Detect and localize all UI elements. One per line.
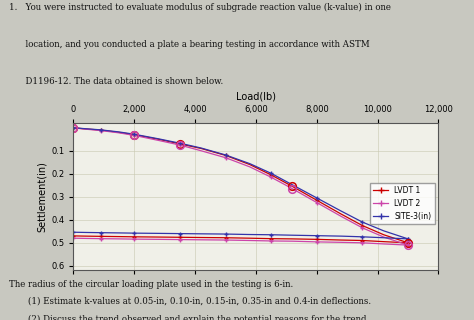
SITE-3(in) [223,153,228,157]
SITE-3(in) [268,172,274,175]
LVDT 2 [83,127,89,131]
SITE-3(in) [290,183,295,187]
Text: location, and you conducted a plate a bearing testing in accordance with ASTM: location, and you conducted a plate a be… [9,40,370,49]
LVDT 1 [268,173,274,177]
SITE-3(in) [131,132,137,136]
Text: The radius of the circular loading plate used in the testing is 6-in.: The radius of the circular loading plate… [9,280,293,289]
SITE-3(in) [338,209,344,213]
LVDT 1 [338,212,344,216]
LVDT 2 [360,226,365,230]
LVDT 1 [71,126,76,130]
Line: LVDT 1: LVDT 1 [71,125,410,245]
SITE-3(in) [405,237,411,241]
Text: (1) Estimate k-values at 0.05-in, 0.10-in, 0.15-in, 0.35-in and 0.4-in deflectio: (1) Estimate k-values at 0.05-in, 0.10-i… [28,297,371,306]
Y-axis label: Settlement(in): Settlement(in) [37,161,47,232]
LVDT 2 [381,235,386,239]
SITE-3(in) [98,128,104,132]
LVDT 1 [156,137,162,141]
Text: D1196-12. The data obtained is shown below.: D1196-12. The data obtained is shown bel… [9,77,224,86]
LVDT 1 [98,128,104,132]
LVDT 2 [156,139,162,142]
SITE-3(in) [314,196,319,200]
X-axis label: Load(lb): Load(lb) [236,92,276,102]
LVDT 1 [83,127,89,131]
LVDT 1 [381,233,386,237]
SITE-3(in) [156,137,162,141]
LVDT 1 [247,163,253,166]
SITE-3(in) [381,229,386,233]
SITE-3(in) [116,130,122,134]
LVDT 1 [360,224,365,228]
LVDT 2 [290,187,295,191]
LVDT 2 [268,175,274,179]
Line: SITE-3(in): SITE-3(in) [71,125,410,241]
LVDT 2 [71,126,76,130]
LVDT 2 [314,201,319,204]
LVDT 2 [131,133,137,137]
LVDT 1 [116,131,122,134]
SITE-3(in) [198,146,204,150]
LVDT 1 [177,142,183,146]
Text: (2) Discuss the trend observed and explain the potential reasons for the trend.: (2) Discuss the trend observed and expla… [28,315,369,320]
SITE-3(in) [247,162,253,165]
LVDT 1 [405,241,411,245]
LVDT 2 [116,131,122,135]
LVDT 2 [198,149,204,153]
LVDT 1 [131,133,137,137]
LVDT 2 [177,143,183,147]
SITE-3(in) [360,220,365,224]
Legend: LVDT 1, LVDT 2, SITE-3(in): LVDT 1, LVDT 2, SITE-3(in) [370,183,435,224]
SITE-3(in) [83,127,89,131]
LVDT 2 [338,214,344,218]
LVDT 2 [223,156,228,160]
LVDT 1 [223,154,228,157]
Line: LVDT 2: LVDT 2 [71,125,410,248]
SITE-3(in) [71,126,76,130]
LVDT 1 [198,147,204,150]
LVDT 1 [290,185,295,188]
LVDT 1 [314,198,319,202]
LVDT 2 [247,165,253,169]
Text: 1.   You were instructed to evaluate modulus of subgrade reaction value (k-value: 1. You were instructed to evaluate modul… [9,3,392,12]
SITE-3(in) [177,141,183,145]
LVDT 2 [405,243,411,247]
LVDT 2 [98,129,104,132]
